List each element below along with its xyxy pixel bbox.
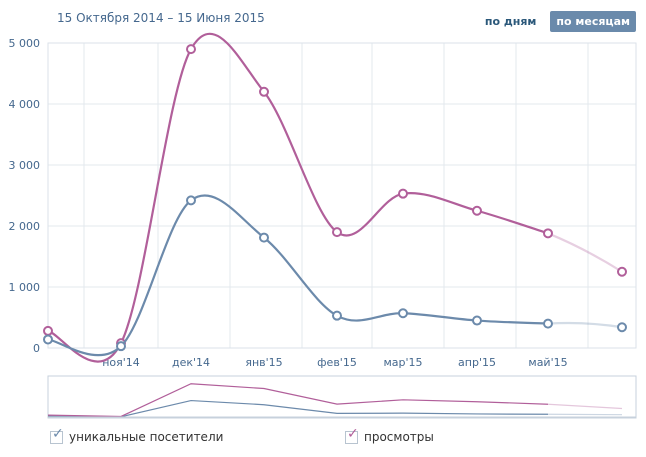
y-tick-label: 3 000 — [9, 159, 41, 172]
data-point — [332, 310, 342, 321]
legend-views-label: просмотры — [364, 430, 434, 444]
series-line — [47, 32, 549, 363]
x-tick-label: май'15 — [528, 356, 567, 369]
x-tick-label: фев'15 — [317, 356, 357, 369]
by-days-button[interactable]: по дням — [484, 15, 537, 28]
y-tick-label: 0 — [33, 342, 40, 355]
chart-navigator[interactable] — [47, 375, 637, 419]
data-point — [186, 44, 196, 55]
series-line — [47, 194, 549, 357]
checkmark-icon: ✓ — [347, 425, 359, 442]
y-tick-label: 2 000 — [9, 220, 41, 233]
legend-views[interactable]: ✓ просмотры — [345, 427, 434, 444]
x-tick-label: дек'14 — [172, 356, 210, 369]
data-point — [543, 318, 553, 329]
y-tick-label: 5 000 — [9, 37, 41, 50]
series-line-incomplete — [547, 232, 623, 273]
data-point — [186, 195, 196, 206]
legend-visitors-label: уникальные посетители — [69, 430, 224, 444]
data-point — [543, 228, 553, 239]
data-point — [43, 325, 53, 336]
date-range: 15 Октября 2014 – 15 Июня 2015 — [57, 11, 265, 25]
x-axis: ноя'14 дек'14 янв'15 фев'15 мар'15 апр'15 май'… — [102, 356, 567, 369]
navigator-frame — [47, 375, 637, 419]
x-tick-label: мар'15 — [383, 356, 422, 369]
data-point — [472, 205, 482, 216]
x-tick-label: янв'15 — [245, 356, 282, 369]
series-line-incomplete — [547, 321, 623, 329]
data-point — [472, 315, 482, 326]
checkmark-icon: ✓ — [52, 425, 64, 442]
data-point — [617, 266, 627, 277]
y-tick-label: 1 000 — [9, 281, 41, 294]
x-tick-label: апр'15 — [458, 356, 496, 369]
views-checkbox[interactable]: ✓ — [345, 427, 359, 444]
data-point — [259, 86, 269, 97]
data-point — [398, 188, 408, 199]
chart-series — [43, 32, 627, 363]
data-point — [617, 322, 627, 333]
y-axis: 0 1 000 2 000 3 000 4 000 5 000 — [9, 37, 41, 355]
data-point — [332, 227, 342, 238]
navigator-line-incomplete — [547, 403, 623, 410]
data-point — [398, 308, 408, 319]
by-months-button[interactable]: по месяцам — [550, 11, 636, 32]
x-tick-label: ноя'14 — [102, 356, 140, 369]
y-tick-label: 4 000 — [9, 98, 41, 111]
data-point — [43, 334, 53, 345]
chart-grid — [47, 42, 637, 349]
plot-border — [47, 42, 637, 349]
data-point — [259, 232, 269, 243]
visitors-checkbox[interactable]: ✓ — [50, 427, 64, 444]
legend-visitors[interactable]: ✓ уникальные посетители — [50, 427, 224, 444]
navigator-line — [47, 383, 549, 418]
period-switch: по дням по месяцам — [485, 11, 636, 32]
data-point — [116, 341, 126, 352]
navigator-line — [47, 399, 549, 418]
